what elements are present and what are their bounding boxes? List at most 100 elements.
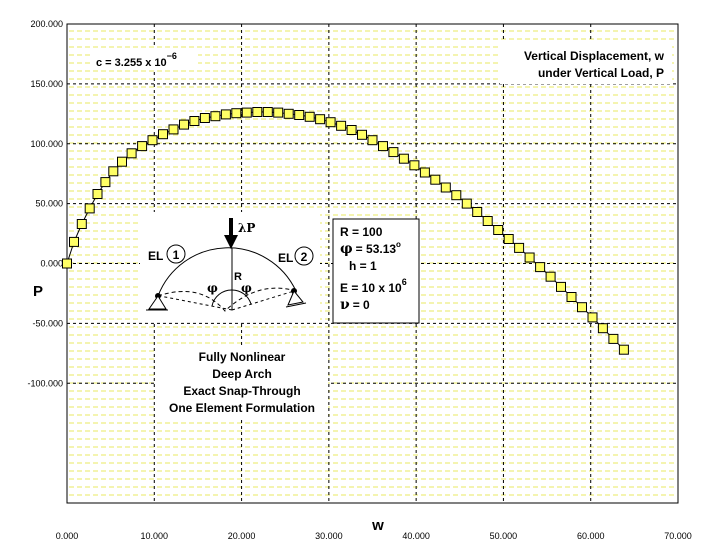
param-r: R = 100 [340,225,383,239]
data-point [262,107,273,117]
arch-curve [157,247,297,297]
data-point [461,198,472,209]
description-box [156,346,328,418]
data-point [556,281,566,292]
data-point [92,189,103,199]
el1-number: 1 [173,248,180,262]
data-point [69,236,79,247]
data-point [524,252,535,263]
y-tick-label: -50.000 [32,318,63,328]
data-point [440,182,451,193]
data-point [566,292,577,302]
data-point [304,111,315,122]
data-point [325,117,336,128]
data-point [117,156,127,167]
title-box [500,42,672,84]
el2-number: 2 [301,250,308,264]
data-point [597,323,608,334]
radius-right-line [231,290,295,311]
data-point [147,135,158,146]
param-e: E = 10 x 106 [340,277,407,295]
data-point [241,107,252,118]
el2-label: EL [278,251,293,265]
data-point [357,129,367,140]
data-point [430,174,441,185]
data-point [472,207,483,217]
y-tick-label: -100.000 [27,378,63,388]
data-point [189,116,200,126]
data-point [252,107,263,117]
arch-diagram: λP EL 1 EL 2 R φ φ [140,212,320,322]
data-point [84,203,95,214]
x-tick-label: 30.000 [315,531,343,541]
data-point [126,148,137,159]
data-point [179,119,189,130]
y-tick-label: 100.000 [30,139,63,149]
el1-label: EL [148,249,163,263]
y-axis-label: P [33,283,43,300]
x-tick-label: 70.000 [664,531,692,541]
data-point [100,177,111,188]
x-tick-label: 10.000 [141,531,169,541]
description-line-4: One Element Formulation [169,401,315,415]
data-point [367,135,378,146]
data-point [346,125,357,135]
data-point [514,242,525,253]
x-tick-label: 50.000 [490,531,518,541]
data-point [283,108,294,119]
data-point [378,141,388,152]
data-point [482,216,493,226]
description-line-2: Deep Arch [212,367,272,381]
data-point [608,333,619,344]
data-point [231,108,242,119]
data-point [62,258,72,269]
annotations: c = 3.255 x 10−6 Vertical Displacement, … [90,42,672,418]
data-point [545,271,556,282]
x-tick-label: 20.000 [228,531,256,541]
param-phi: φ = 53.13o [340,240,401,257]
x-tick-label: 0.000 [56,531,79,541]
y-tick-label: 50.000 [35,199,63,209]
tick-labels: 0.000 10.000 20.000 30.000 40.000 50.000 60.00… [27,19,691,541]
param-nu: ν = 0 [340,297,370,313]
y-tick-label: 0.000 [40,259,63,269]
data-point [398,153,409,164]
radius-left-line [159,295,233,311]
data-point [273,107,284,118]
data-point [577,302,587,313]
el1-circle [166,244,186,264]
data-point [535,262,546,273]
parameter-box: R = 100 φ = 53.13o h = 1 E = 10 x 106 ν = … [332,218,420,324]
parameter-box-frame [332,218,420,324]
data-point [503,234,514,244]
data-point [210,111,221,122]
data-point [168,124,179,135]
title-line-2: under Vertical Load, P [538,66,664,80]
c-label-exponent: −6 [167,51,177,61]
data-point [76,219,87,229]
description-line-1: Fully Nonlinear [199,350,286,364]
grid [67,24,678,503]
data-point [587,312,598,323]
el2-circle [294,246,314,266]
data-point [336,120,347,131]
phi-arc-right [231,289,252,305]
data-point [409,160,420,171]
load-label: λP [238,221,255,235]
left-pin-support [146,293,168,311]
c-label-box [90,48,198,70]
data-point [315,114,326,125]
y-tick-label: 200.000 [30,19,63,29]
radius-label: R [234,271,242,283]
x-tick-label: 60.000 [577,531,605,541]
load-arrow-head [224,235,238,249]
data-point [451,190,462,201]
data-series [62,107,629,355]
x-tick-label: 40.000 [402,531,430,541]
right-pin-support [285,288,307,308]
data-point [419,167,430,178]
y-tick-label: 150.000 [30,79,63,89]
param-h: h = 1 [349,259,377,273]
title-line-1: Vertical Displacement, w [524,49,665,63]
